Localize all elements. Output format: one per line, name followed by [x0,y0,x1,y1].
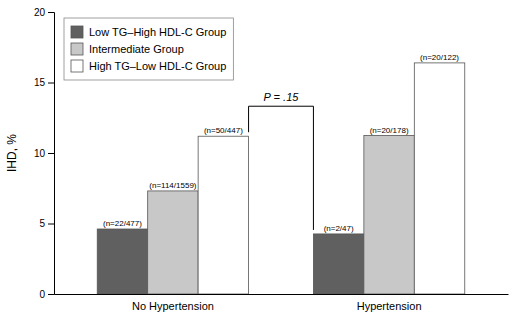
y-tick-label: 15 [34,77,46,88]
legend-label: Intermediate Group [89,43,184,55]
y-tick: 15 [34,77,54,88]
x-tick-label: No Hypertension [132,300,214,312]
y-tick-mark [48,12,54,13]
y-tick: 5 [39,218,54,229]
y-tick-mark [48,294,54,295]
bar-annotation: (n=50/447) [204,126,243,135]
y-tick-mark [48,83,54,84]
bar-annotation: (n=22/477) [103,219,142,228]
bars [97,63,465,294]
significance-bracket [249,106,314,230]
x-tick-label: Hypertension [357,300,422,312]
bar-annotation: (n=20/178) [370,126,409,135]
legend-swatch [71,26,83,38]
y-tick-label: 20 [34,7,46,18]
bar [198,136,248,294]
legend-entry: Low TG–High HDL-C Group [71,26,226,38]
legend-entry: High TG–Low HDL-C Group [71,60,226,72]
bar [414,63,464,294]
legend-swatch [71,60,83,72]
legend-frame [64,18,233,80]
bar [97,229,147,294]
chart: 0 5 10 15 20 No Hypertension Hypertension IHD, … [0,0,520,328]
legend-label: Low TG–High HDL-C Group [89,26,226,38]
plot: 0 5 10 15 20 No Hypertension Hypertension IHD, … [5,7,509,312]
y-tick-label: 0 [39,289,45,300]
x-axis-line [55,294,509,295]
legend-swatch [71,43,83,55]
y-tick-mark [48,224,54,225]
y-axis: 0 5 10 15 20 [34,7,55,300]
y-tick-mark [48,153,54,154]
bar [313,234,363,294]
legend-entry: Intermediate Group [71,43,184,55]
significance-label: P = .15 [264,91,300,103]
legend-label: High TG–Low HDL-C Group [89,60,226,72]
x-tick: Hypertension [357,300,422,312]
y-axis-line [48,13,55,295]
y-axis-title: IHD, % [5,134,19,172]
y-tick-label: 10 [34,148,46,159]
x-tick: No Hypertension [132,300,214,312]
x-axis: No Hypertension Hypertension [55,295,509,312]
bar [364,136,414,294]
legend: Low TG–High HDL-C Group Intermediate Grou… [64,18,233,80]
y-tick: 20 [34,7,54,18]
bar [148,191,198,294]
y-tick-label: 5 [39,218,45,229]
y-tick: 10 [34,148,54,159]
bar-annotation: (n=2/47) [324,224,354,233]
bar-annotation: (n=114/1559) [149,181,197,190]
bar-annotation: (n=20/122) [420,53,459,62]
y-tick: 0 [39,289,54,300]
